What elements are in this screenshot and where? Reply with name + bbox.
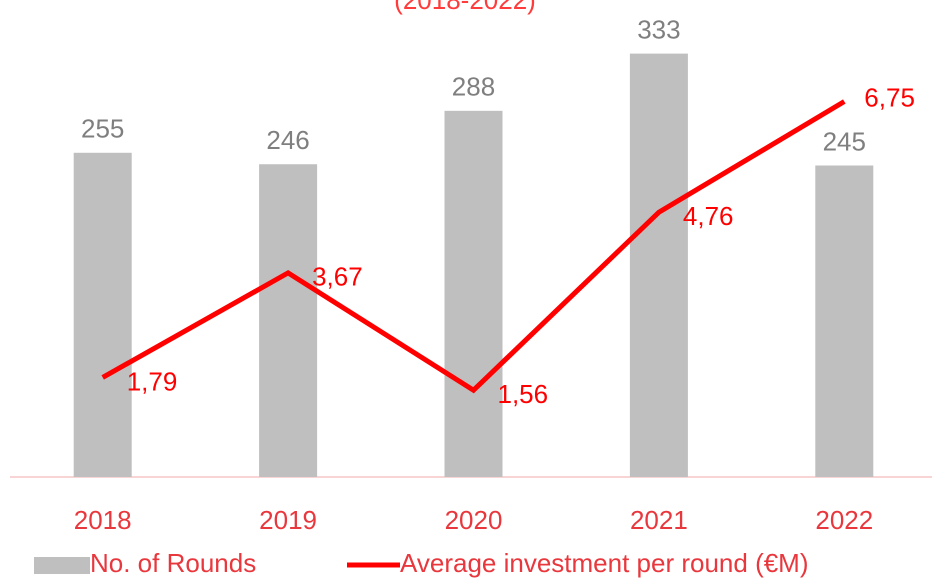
- line-value-label: 3,67: [312, 262, 363, 292]
- bar: [815, 165, 874, 477]
- bar-value-label: 333: [637, 14, 680, 44]
- line-value-label: 6,75: [864, 82, 915, 112]
- bar: [629, 53, 688, 477]
- line: [101, 99, 846, 394]
- line-value-label: 4,76: [683, 201, 734, 231]
- bar-value-label: 245: [823, 126, 866, 156]
- bar-value-label: 246: [266, 125, 309, 155]
- x-tick-label: 2021: [630, 505, 688, 535]
- legend-label: No. of Rounds: [90, 548, 256, 578]
- chart-subtitle: (2018-2022): [394, 0, 536, 15]
- line-value-label: 1,56: [498, 379, 549, 409]
- bar-value-label: 255: [81, 114, 124, 144]
- line-value-label: 1,79: [127, 366, 178, 396]
- bar: [73, 152, 132, 478]
- x-tick-label: 2022: [815, 505, 873, 535]
- bar: [444, 110, 503, 477]
- x-tick-label: 2019: [259, 505, 317, 535]
- legend-swatch: [34, 557, 90, 574]
- legend-label: Average investment per round (€M): [400, 548, 809, 578]
- x-tick-label: 2018: [74, 505, 132, 535]
- bar-value-label: 288: [452, 72, 495, 102]
- x-tick-label: 2020: [445, 505, 503, 535]
- bar: [259, 164, 318, 477]
